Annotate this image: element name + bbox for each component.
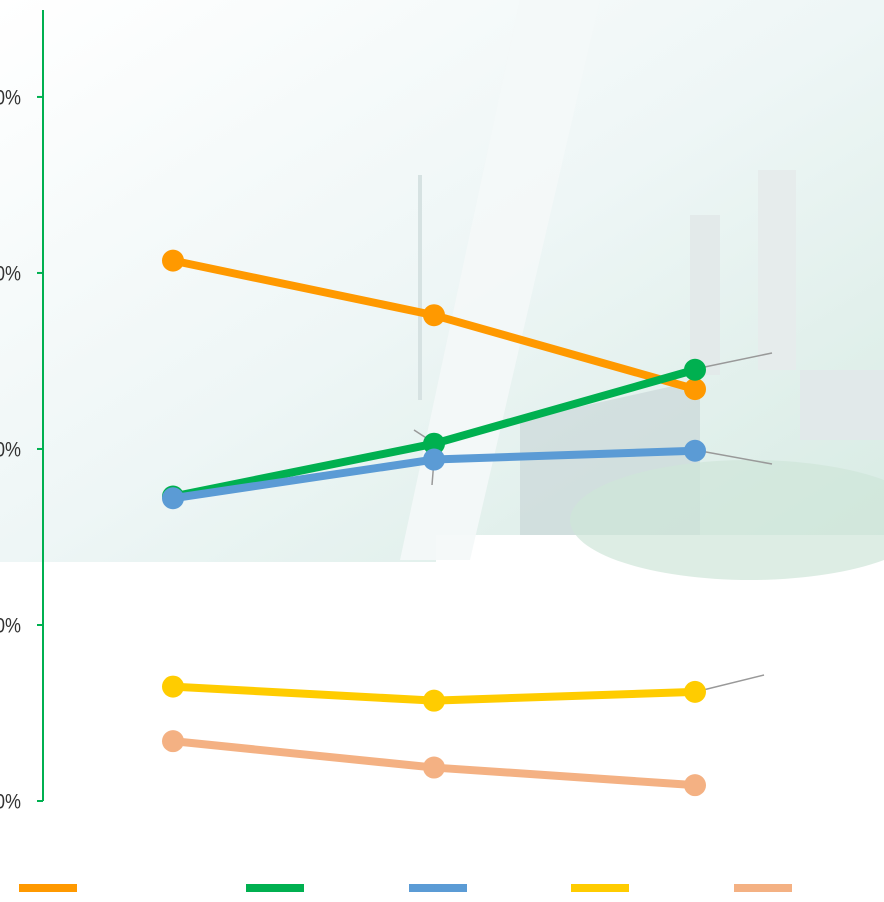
data-point [684,680,706,703]
data-point [162,487,184,510]
data-point [684,439,706,462]
data-point [684,378,706,401]
data-point [423,689,445,712]
data-point [423,432,445,455]
y-tick-label: 50% [0,86,21,109]
legend-marker [434,884,442,892]
data-point [684,774,706,797]
data-point [423,448,445,471]
y-tick-label: 10% [0,791,21,814]
legend-marker [271,884,279,892]
y-tick-label: 30% [0,439,21,462]
data-point [423,304,445,327]
y-tick-label: 20% [0,615,21,638]
legend-marker [596,884,604,892]
data-point [162,249,184,272]
background-photo [0,0,884,580]
legend-marker [759,884,767,892]
data-point [684,358,706,381]
legend-marker [44,884,52,892]
data-point [423,756,445,779]
data-point [162,675,184,698]
data-point [162,730,184,753]
y-tick-label: 40% [0,263,21,286]
